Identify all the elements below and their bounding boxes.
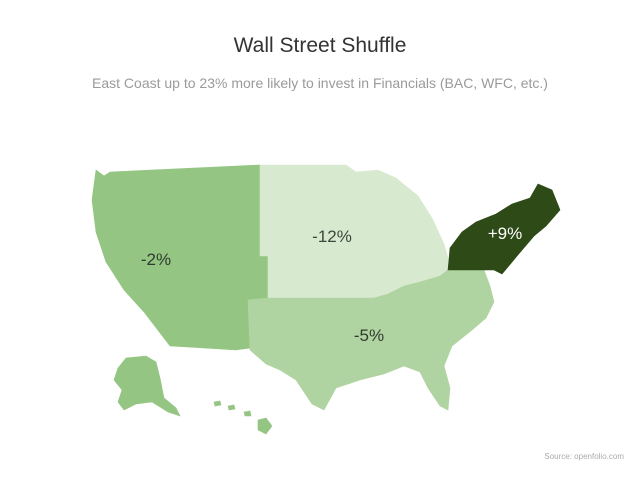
region-label-south: -5% [354,326,384,345]
region-midwest[interactable] [259,164,449,299]
region-west[interactable] [91,164,269,351]
region-west-hawaii[interactable] [213,400,273,435]
region-northeast[interactable] [447,183,561,275]
chart-title: Wall Street Shuffle [233,34,407,57]
chart-subtitle: East Coast up to 23% more likely to inve… [92,75,548,91]
region-label-northeast: +9% [488,224,523,243]
region-west-alaska[interactable] [113,355,181,417]
region-label-midwest: -12% [312,227,352,246]
region-south[interactable] [247,269,495,411]
source-note: Source: openfolio.com [544,452,624,461]
region-label-west: -2% [141,250,171,269]
